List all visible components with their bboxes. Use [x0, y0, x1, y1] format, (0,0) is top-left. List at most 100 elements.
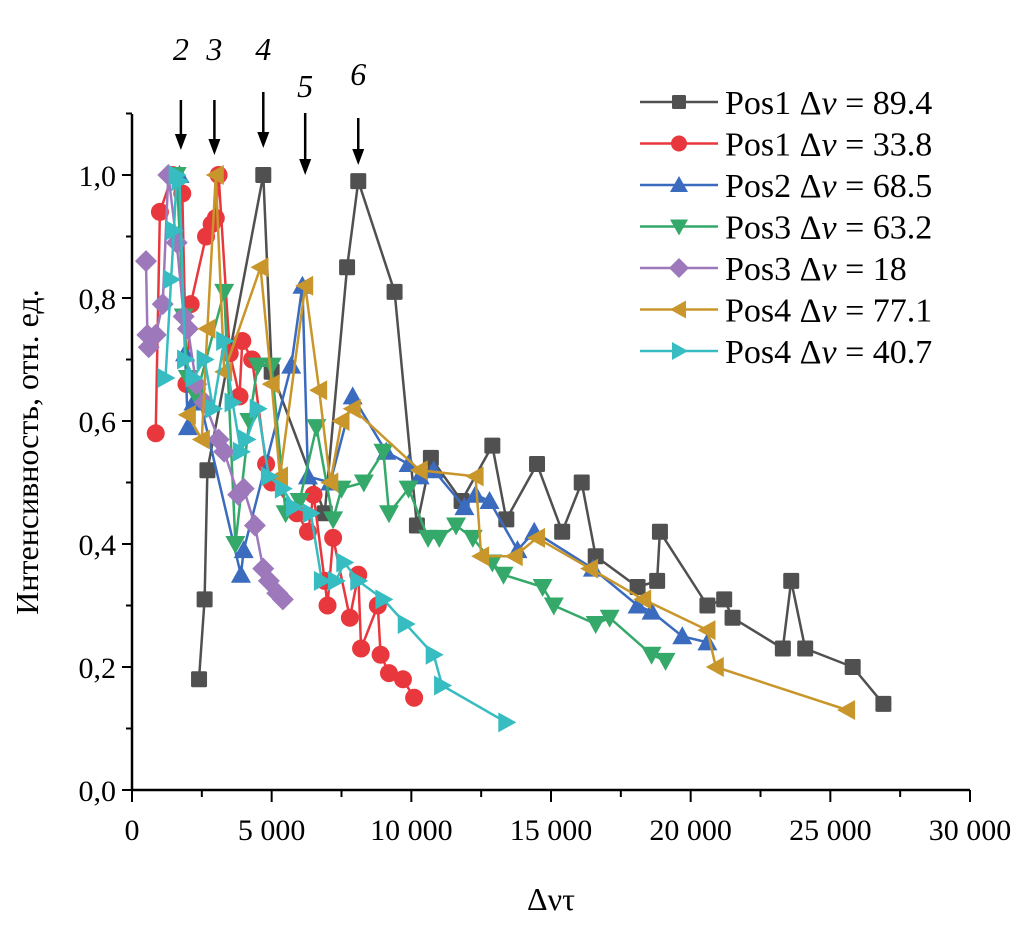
- data-point: [224, 392, 243, 413]
- annotation-label: 2: [173, 31, 189, 67]
- data-point: [875, 695, 892, 712]
- legend-marker: [672, 95, 686, 109]
- legend-label: Pos1 Δν = 89.4: [725, 85, 932, 122]
- data-point: [171, 171, 190, 192]
- arrowhead-icon: [299, 159, 312, 175]
- series-5: [134, 164, 294, 611]
- data-point: [144, 323, 167, 346]
- y-tick-label: 0,4: [79, 529, 117, 562]
- legend-marker: [669, 258, 689, 278]
- legend-item: Pos1 Δν = 33.8: [640, 127, 932, 164]
- y-tick-label: 0,6: [79, 406, 117, 439]
- data-point: [371, 645, 390, 664]
- data-point: [261, 357, 282, 376]
- data-point: [247, 357, 268, 376]
- data-point: [699, 597, 716, 614]
- data-point: [585, 615, 606, 634]
- x-tick-label: 30 000: [929, 814, 1012, 847]
- data-point: [573, 474, 590, 491]
- y-ticks: 0,0 0,2 0,4 0,6 0,8 1,0: [79, 112, 132, 808]
- data-point: [342, 386, 363, 405]
- legend-label: Pos1 Δν = 33.8: [725, 127, 932, 164]
- data-point: [342, 398, 361, 419]
- data-point: [302, 503, 321, 524]
- data-point: [641, 646, 662, 665]
- data-point: [398, 480, 419, 499]
- annotations: 2 3 45 6: [173, 31, 366, 175]
- data-point: [599, 609, 620, 628]
- legend-label: Pos3 Δν = 63.2: [725, 210, 932, 247]
- y-axis-title: Интенсивность, отн. ед.: [9, 289, 45, 614]
- data-point: [260, 466, 279, 487]
- data-point: [205, 165, 224, 185]
- data-point: [309, 380, 328, 401]
- legend-item: Pos4 Δν = 40.7: [640, 334, 932, 371]
- legend: Pos1 Δν = 89.4 Pos1 Δν = 33.8 Pos2 Δν = 68…: [640, 85, 932, 371]
- data-point: [434, 675, 453, 696]
- data-point: [191, 429, 210, 450]
- data-point: [641, 601, 662, 620]
- legend-item: Pos2 Δν = 68.5: [640, 168, 932, 205]
- data-point: [177, 349, 196, 370]
- data-point: [484, 437, 501, 454]
- data-point: [320, 472, 339, 493]
- data-point: [177, 417, 198, 436]
- data-point: [629, 579, 646, 596]
- data-point: [454, 497, 475, 516]
- data-point: [797, 640, 814, 657]
- data-point: [373, 443, 394, 462]
- data-point: [697, 632, 718, 651]
- y-tick-label: 1,0: [79, 160, 117, 193]
- data-point: [493, 566, 514, 585]
- data-point: [313, 570, 332, 591]
- data-point: [150, 202, 169, 221]
- data-point: [655, 652, 676, 671]
- data-point: [543, 597, 564, 616]
- data-point: [504, 546, 523, 567]
- x-tick-label: 10 000: [370, 814, 453, 847]
- legend-marker: [670, 300, 686, 319]
- data-point: [206, 209, 225, 228]
- legend-label: Pos4 Δν = 77.1: [725, 293, 932, 330]
- data-point: [339, 259, 356, 276]
- data-point: [243, 514, 266, 537]
- data-point: [554, 523, 571, 540]
- data-point: [529, 456, 546, 473]
- legend-item: Pos1 Δν = 89.4: [640, 85, 932, 122]
- data-point: [697, 620, 716, 641]
- data-point: [633, 589, 652, 610]
- data-point: [274, 478, 293, 499]
- legend-label: Pos3 Δν = 18: [725, 251, 907, 288]
- data-point: [281, 355, 302, 374]
- data-point: [425, 644, 444, 665]
- x-axis-title: Δντ: [527, 881, 575, 917]
- data-point: [233, 332, 252, 351]
- data-point: [199, 462, 216, 479]
- legend-item: Pos3 Δν = 63.2: [640, 210, 932, 247]
- data-point: [580, 558, 599, 579]
- data-point: [304, 485, 323, 504]
- data-point: [177, 404, 196, 425]
- data-point: [271, 588, 294, 611]
- data-point: [375, 589, 394, 610]
- data-point: [774, 640, 791, 657]
- data-point: [350, 173, 367, 190]
- arrowhead-icon: [208, 139, 221, 155]
- data-point: [233, 540, 254, 559]
- data-point: [649, 572, 666, 589]
- x-ticks: 0 5 000 10 000 15 000 20 000 25 000 30 000: [125, 790, 1012, 847]
- data-point: [295, 275, 314, 296]
- data-point: [327, 570, 346, 591]
- data-point: [318, 596, 337, 615]
- data-point: [214, 283, 235, 302]
- data-point: [498, 712, 517, 733]
- data-point: [196, 349, 215, 370]
- series-7: [157, 165, 517, 733]
- legend-item: Pos4 Δν = 77.1: [640, 293, 932, 330]
- data-point: [191, 671, 208, 688]
- data-point: [532, 579, 553, 598]
- data-point: [297, 466, 318, 485]
- legend-marker: [672, 342, 688, 360]
- data-point: [423, 460, 444, 479]
- data-point: [446, 517, 467, 536]
